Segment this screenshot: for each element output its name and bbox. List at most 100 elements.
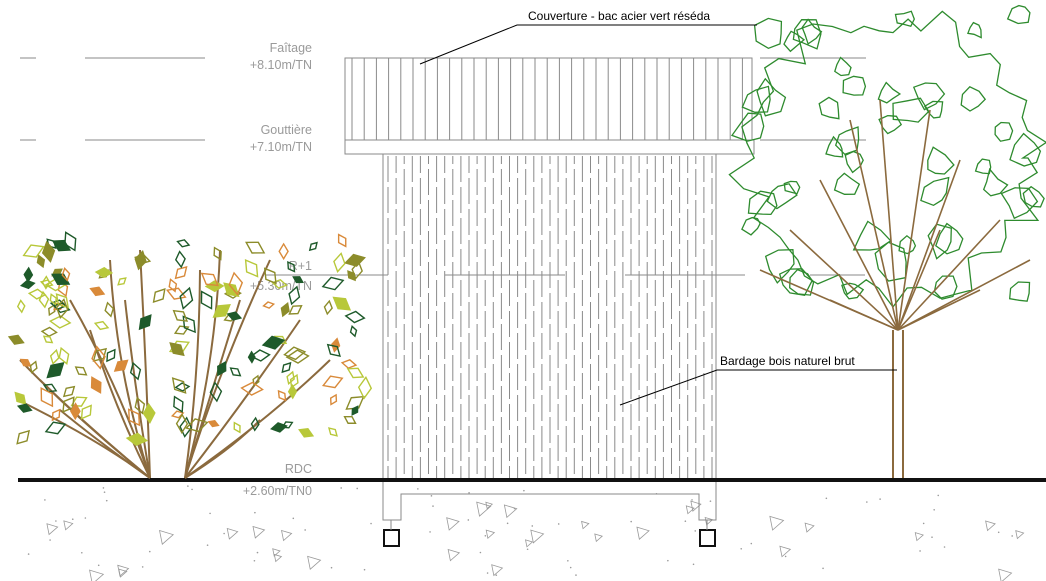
shrub-leaf [240,381,264,396]
shrub-leaf [346,367,365,379]
gravel-mark [804,522,815,533]
tree-leaf-cluster [766,183,798,210]
shrub-leaf [229,367,242,377]
wall [382,154,717,480]
gravel-dot [513,507,516,510]
tree-symbol [728,4,1046,478]
tree-leaf-cluster [967,21,982,39]
shrub-leaf [288,305,303,315]
tree-leaf-cluster [833,172,861,195]
gravel-dot [254,511,256,514]
shrub-leaf [357,375,373,400]
tree-leaf-cluster [878,114,903,135]
shrub-leaf [40,387,54,408]
leader-cladding [619,369,897,406]
shrub-leaf [217,360,227,377]
shrub-symbol [7,231,373,479]
shrub-leaf [226,311,243,321]
gravel-dot [191,488,193,491]
gravel-dot [943,546,946,548]
shrub-leaf [261,335,286,350]
shrub-leaf [179,286,194,310]
gravel-dot [340,487,342,489]
tree-leaf-cluster [841,282,865,300]
gravel-mark [704,516,714,526]
shrub-leaf [113,359,129,372]
shrub-leaf [134,396,146,415]
shrub-leaf [127,408,141,427]
shrub-leaf [49,293,58,306]
shrub-leaf [55,293,70,309]
shrub-leaf [298,428,315,438]
shrub-leaf [347,270,356,282]
gravel-dot [486,572,489,574]
gravel-mark [226,527,239,540]
shrub-leaf [104,301,115,318]
shrub-leaf [93,320,110,331]
gravel-mark [998,568,1013,581]
shrub-leaf [321,276,345,291]
shrub-leaf [200,272,219,287]
gravel-dot [569,566,572,569]
tree-leaf-cluster [741,85,771,113]
gravel-dot [468,491,470,494]
shrub-leaf [182,315,196,334]
shrub-leaf [48,303,56,317]
tree-leaf-cluster [834,126,860,156]
tree-leaf-cluster [1006,4,1031,25]
shrub-leaf [174,265,188,280]
shrub-leaf [22,244,45,258]
gravel-dot [105,499,108,502]
shrub-branch [184,419,261,479]
shrub-leaf [228,271,244,296]
tree-leaf-cluster [825,135,844,158]
gravel-dot [479,551,482,554]
shrub-leaf [249,349,271,362]
shrub-leaf [283,346,307,361]
gravel-mark [779,545,792,558]
shrub-leaf [250,416,260,432]
shrub-leaf [142,402,156,424]
shrub-leaf [7,334,25,345]
tree-branch [897,289,981,331]
shrub-leaf [233,421,241,434]
gravel-mark [159,529,175,545]
shrub-branch [184,249,221,479]
shrub-leaf [16,299,26,314]
gravel-dot [822,567,824,570]
gravel-dot [694,530,697,532]
shrub-leaf [344,310,366,324]
tree-leaf-cluster [842,75,867,96]
shrub-leaf [125,432,149,447]
annotation-roof: Couverture - bac acier vert réséda [419,9,757,65]
gravel-dot [432,505,434,507]
shrub-leaf [179,416,193,438]
gravel-dot [740,547,743,550]
tree-leaf-cluster [764,249,795,284]
foundation [382,480,717,547]
tree-leaf-cluster [730,112,765,142]
shrub-leaf [285,349,310,364]
gravel-dot [931,536,933,538]
shrub-leaf [351,260,363,280]
gravel-mark [685,505,695,515]
shrub-leaf [14,391,27,405]
gravel-dot [209,512,211,515]
shrub-leaf [55,298,69,320]
tree-branch [897,159,961,331]
shrub-leaf [204,280,225,293]
gravel-dot [691,499,693,501]
gravel-dot [97,564,100,567]
shrub-leaf [134,249,147,271]
shrub-branch [124,299,151,479]
gravel-dot [825,497,828,500]
shrub-leaf [262,301,276,309]
gravel-dot [919,550,921,552]
gravel-dot [933,509,935,511]
shrub-leaf [117,277,127,286]
gravel-dot [495,574,498,576]
shrub-leaf [286,370,295,385]
gravel-mark [89,569,105,581]
gravel-mark [272,548,281,557]
